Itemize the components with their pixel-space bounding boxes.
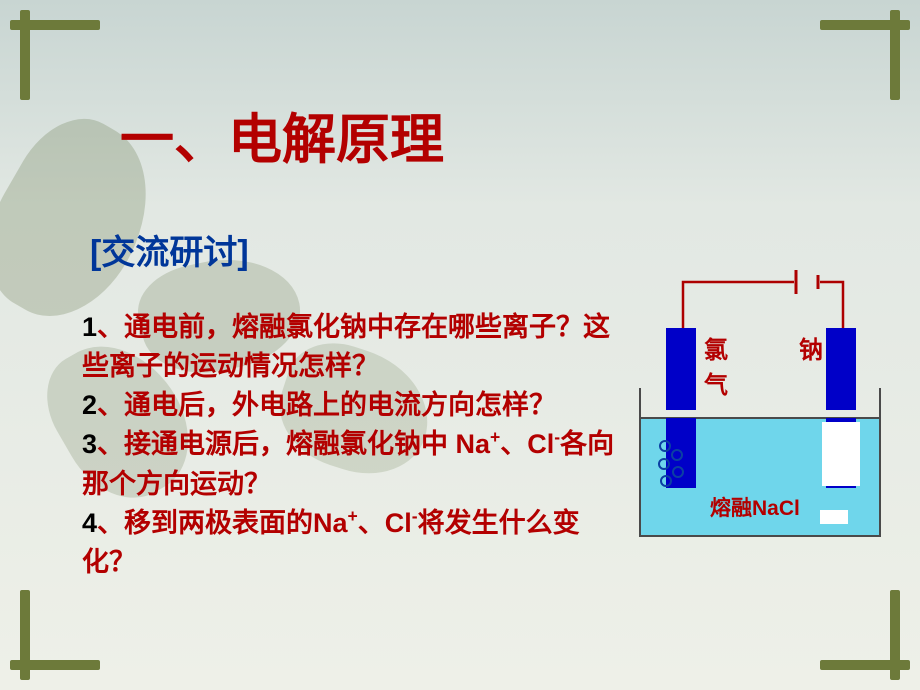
label-sodium: 钠 xyxy=(799,337,823,364)
label-gas: 气 xyxy=(703,371,728,399)
corner-stitch-icon xyxy=(0,580,110,690)
q1-text: 、通电前，熔融氯化钠中存在哪些离子？这些离子的运动情况怎样？ xyxy=(82,312,610,381)
q4-text-b: 、Cl xyxy=(358,508,412,538)
q1-number: 1 xyxy=(82,312,97,342)
question-block: 1、通电前，熔融氯化钠中存在哪些离子？这些离子的运动情况怎样？ 2、通电后，外电… xyxy=(82,308,622,582)
section-subhead: [交流研讨] xyxy=(90,225,249,274)
main-title: 一、电解原理 xyxy=(120,95,444,174)
electrode-left-top xyxy=(666,328,696,410)
wire-left xyxy=(683,282,794,328)
q3-text-a: 、接通电源后，熔融氯化钠中 Na xyxy=(97,429,490,459)
q3-number: 3 xyxy=(82,429,97,459)
label-chlorine: 氯 xyxy=(704,336,728,364)
q3-text-b: 、Cl xyxy=(500,429,554,459)
q2-text: 、通电后，外电路上的电流方向怎样？ xyxy=(97,390,556,420)
wire-right xyxy=(820,282,843,328)
corner-stitch-icon xyxy=(810,580,920,690)
q4-text-a: 、移到两极表面的Na xyxy=(97,508,348,538)
sodium-deposit xyxy=(822,422,860,486)
electrode-right-top xyxy=(826,328,856,410)
q2-number: 2 xyxy=(82,390,97,420)
label-molten-nacl: 熔融NaCl xyxy=(710,492,800,522)
sodium-deposit-drop xyxy=(820,510,848,524)
corner-stitch-icon xyxy=(0,0,110,110)
corner-stitch-icon xyxy=(810,0,920,110)
electrolysis-diagram: 氯 气 钠 熔融NaCl xyxy=(634,258,884,538)
q4-number: 4 xyxy=(82,508,97,538)
